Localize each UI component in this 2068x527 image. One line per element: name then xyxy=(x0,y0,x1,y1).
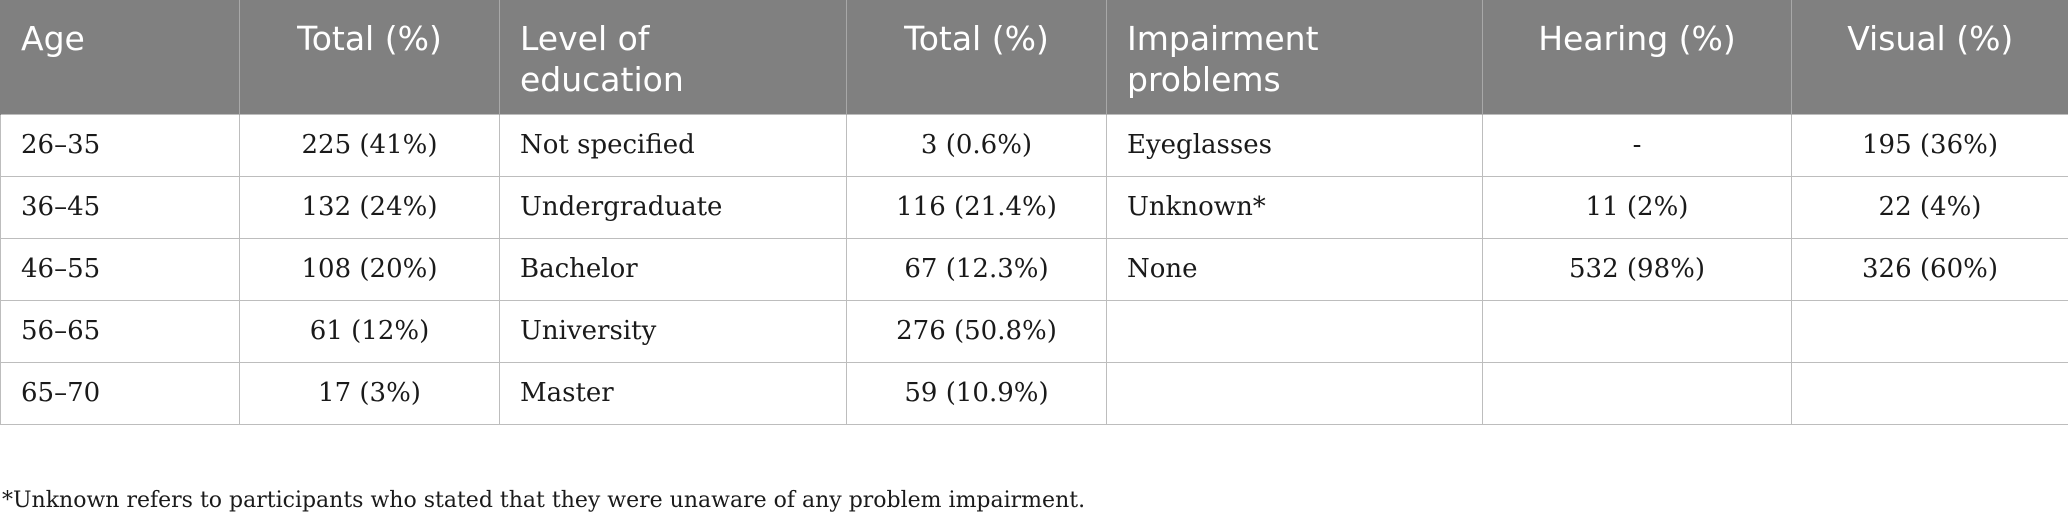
header-row: Age Total (%) Level of education Total (%… xyxy=(1,0,2068,114)
cell-education: Master xyxy=(500,362,847,424)
cell-age-total: 17 (3%) xyxy=(240,362,500,424)
cell-age: 46–55 xyxy=(1,238,240,300)
cell-education: University xyxy=(500,300,847,362)
cell-hearing: 532 (98%) xyxy=(1483,238,1792,300)
header-education-line1: Level of education xyxy=(520,19,684,99)
header-visual: Visual (%) xyxy=(1792,0,2068,114)
table-row: 46–55 108 (20%) Bachelor 67 (12.3%) None 532 … xyxy=(1,238,2068,300)
cell-visual: 22 (4%) xyxy=(1792,176,2068,238)
cell-visual xyxy=(1792,300,2068,362)
header-education-total: Total (%) xyxy=(847,0,1107,114)
cell-education-total: 3 (0.6%) xyxy=(847,114,1107,176)
cell-impairment: Unknown* xyxy=(1107,176,1483,238)
header-impairment: Impairment problems xyxy=(1107,0,1483,114)
cell-age: 65–70 xyxy=(1,362,240,424)
cell-impairment: Eyeglasses xyxy=(1107,114,1483,176)
cell-age-total: 132 (24%) xyxy=(240,176,500,238)
table-row: 65–70 17 (3%) Master 59 (10.9%) xyxy=(1,362,2068,424)
cell-hearing: 11 (2%) xyxy=(1483,176,1792,238)
cell-age-total: 108 (20%) xyxy=(240,238,500,300)
table-row: 26–35 225 (41%) Not specified 3 (0.6%) Eyegl… xyxy=(1,114,2068,176)
cell-age-total: 225 (41%) xyxy=(240,114,500,176)
header-hearing: Hearing (%) xyxy=(1483,0,1792,114)
cell-education-total: 59 (10.9%) xyxy=(847,362,1107,424)
header-age: Age xyxy=(1,0,240,114)
cell-education-total: 67 (12.3%) xyxy=(847,238,1107,300)
cell-hearing: - xyxy=(1483,114,1792,176)
header-age-total: Total (%) xyxy=(240,0,500,114)
cell-age: 56–65 xyxy=(1,300,240,362)
cell-education-total: 116 (21.4%) xyxy=(847,176,1107,238)
cell-impairment: None xyxy=(1107,238,1483,300)
table-body: 26–35 225 (41%) Not specified 3 (0.6%) Eyegl… xyxy=(1,114,2068,424)
table-row: 56–65 61 (12%) University 276 (50.8%) xyxy=(1,300,2068,362)
cell-education: Undergraduate xyxy=(500,176,847,238)
cell-education: Bachelor xyxy=(500,238,847,300)
table-row: 36–45 132 (24%) Undergraduate 116 (21.4%) Un… xyxy=(1,176,2068,238)
cell-age-total: 61 (12%) xyxy=(240,300,500,362)
cell-age: 36–45 xyxy=(1,176,240,238)
cell-visual: 326 (60%) xyxy=(1792,238,2068,300)
header-impairment-line1: Impairment problems xyxy=(1127,19,1319,99)
table-footnote: *Unknown refers to participants who stat… xyxy=(2,488,1085,513)
cell-visual xyxy=(1792,362,2068,424)
cell-education: Not specified xyxy=(500,114,847,176)
header-education: Level of education xyxy=(500,0,847,114)
cell-education-total: 276 (50.8%) xyxy=(847,300,1107,362)
cell-visual: 195 (36%) xyxy=(1792,114,2068,176)
cell-impairment xyxy=(1107,362,1483,424)
cell-hearing xyxy=(1483,300,1792,362)
cell-hearing xyxy=(1483,362,1792,424)
demographics-table: Age Total (%) Level of education Total (%… xyxy=(0,0,2068,425)
cell-impairment xyxy=(1107,300,1483,362)
cell-age: 26–35 xyxy=(1,114,240,176)
